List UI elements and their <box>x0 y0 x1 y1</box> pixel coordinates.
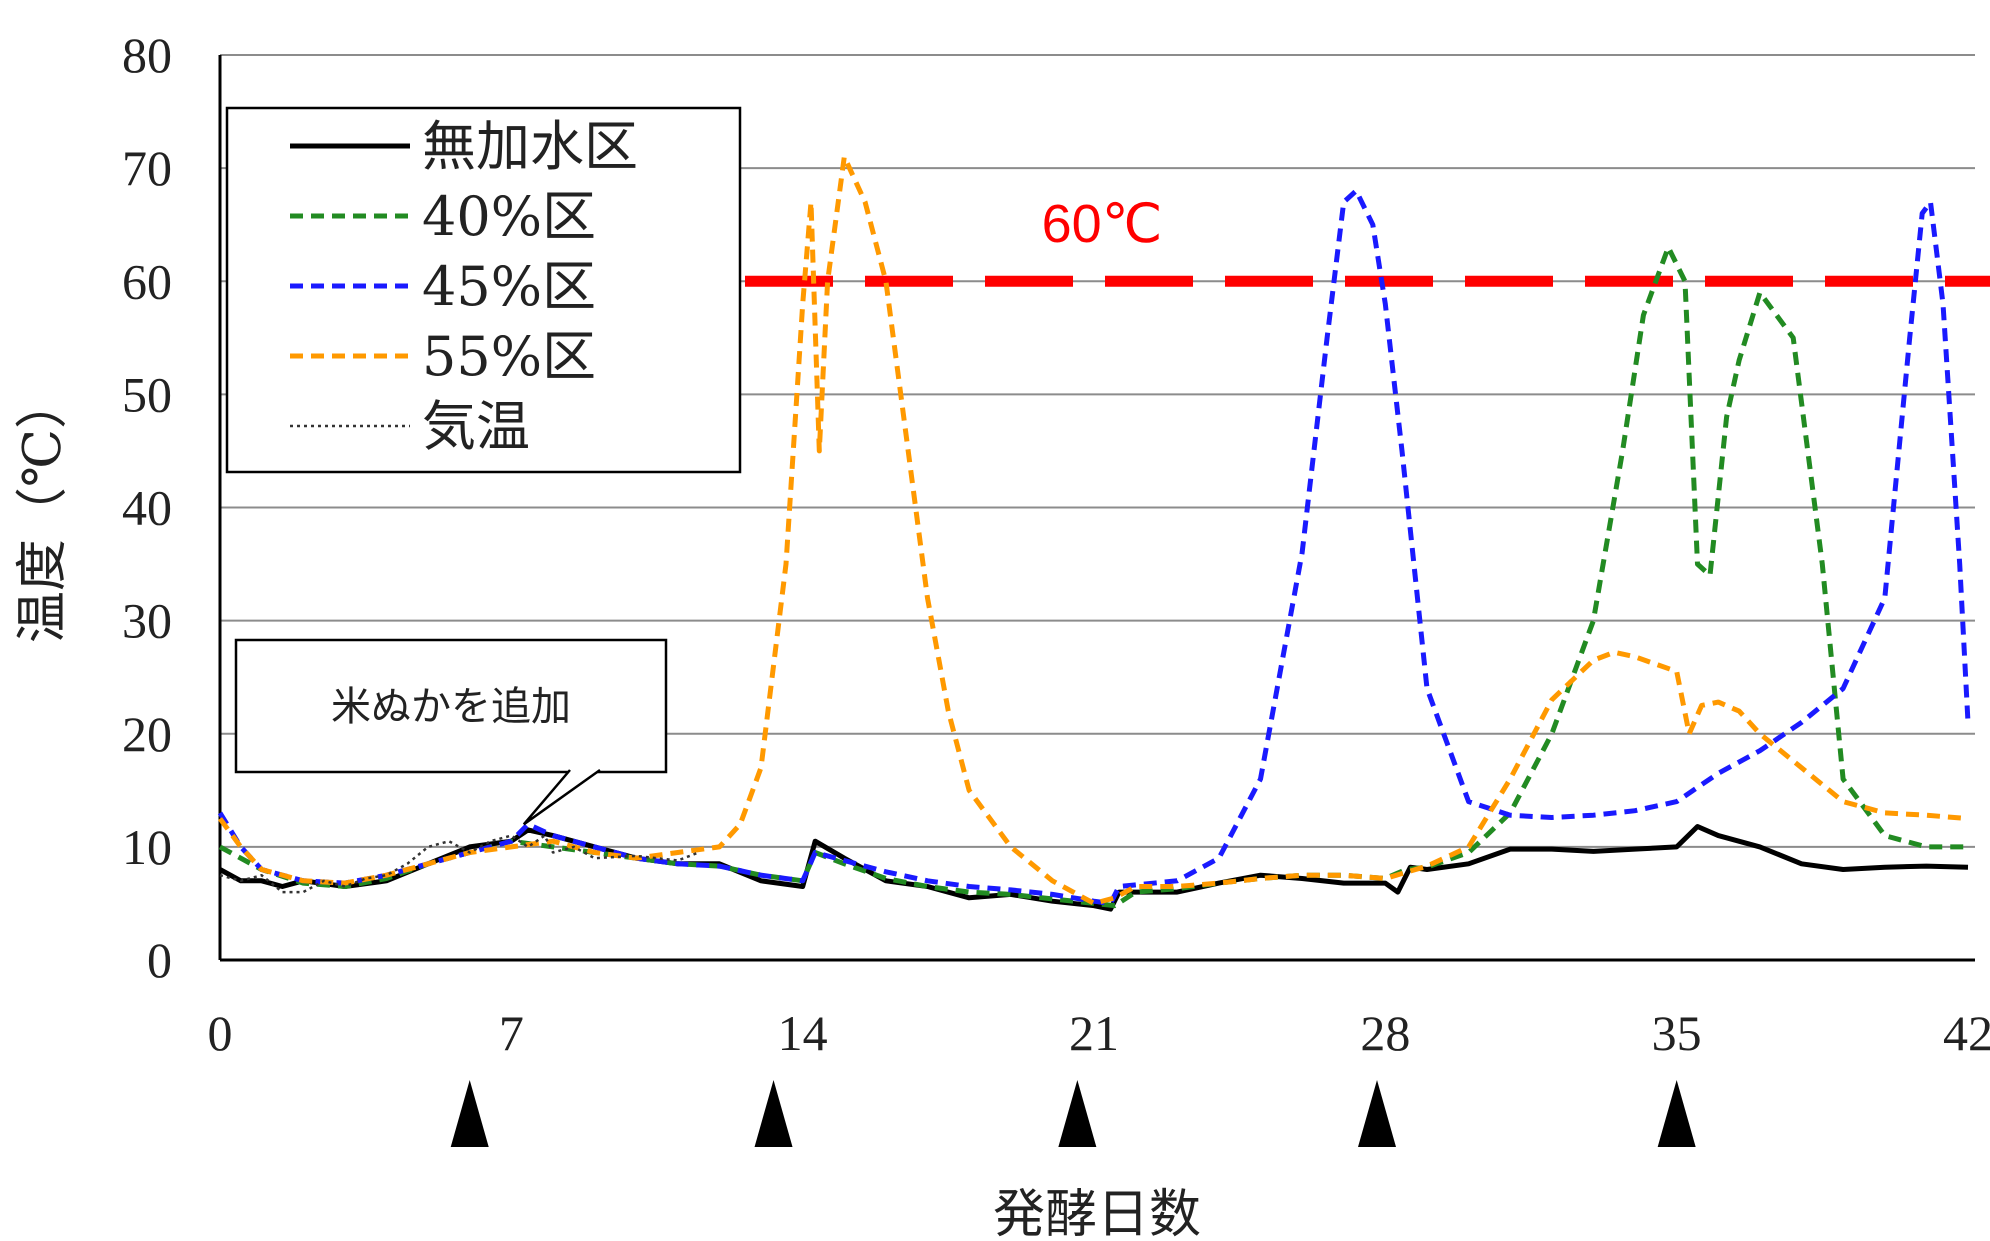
feeding-markers <box>450 1080 1696 1147</box>
y-tick-label: 70 <box>122 140 172 196</box>
x-tick-label: 0 <box>208 1005 233 1061</box>
y-tick-label: 30 <box>122 593 172 649</box>
y-tick-label: 40 <box>122 480 172 536</box>
x-tick-label: 14 <box>778 1005 828 1061</box>
y-tick-labels: 0 10 20 30 40 50 60 70 80 <box>122 27 172 988</box>
callout-pointer <box>522 768 601 826</box>
callout: 米ぬかを追加 <box>234 638 668 826</box>
callout-box <box>234 638 668 774</box>
y-tick-label: 80 <box>122 27 172 83</box>
legend-label: 無加水区 <box>422 115 638 178</box>
legend: 無加水区 40%区 45%区 55%区気温 <box>225 106 742 474</box>
series-line-5 <box>219 834 700 894</box>
threshold-label: 60℃ <box>1042 194 1163 254</box>
legend-label: 45%区 <box>422 255 596 318</box>
y-tick-label: 10 <box>122 819 172 875</box>
legend-label: 55%区 <box>422 325 596 388</box>
legend-box <box>225 106 742 474</box>
x-tick-label: 28 <box>1360 1005 1410 1061</box>
callout-text: 米ぬかを追加 <box>331 684 571 730</box>
legend-label: 気温 <box>422 395 530 458</box>
marker-triangle <box>1058 1080 1097 1147</box>
y-tick-label: 20 <box>122 706 172 762</box>
y-axis-title: 温度（℃） <box>13 377 73 643</box>
y-tick-label: 50 <box>122 366 172 422</box>
marker-triangle <box>450 1080 489 1147</box>
series-lines <box>217 154 1971 912</box>
marker-triangle <box>1657 1080 1696 1147</box>
x-tick-label: 35 <box>1652 1005 1702 1061</box>
x-tick-label: 42 <box>1943 1005 1990 1061</box>
marker-triangle <box>754 1080 793 1147</box>
y-tick-label: 60 <box>122 253 172 309</box>
y-tick-label: 0 <box>147 932 172 988</box>
legend-label: 40%区 <box>422 185 596 248</box>
x-axis-title: 発酵日数 <box>993 1185 1201 1241</box>
x-tick-label: 21 <box>1069 1005 1119 1061</box>
series-line-1 <box>218 824 1969 912</box>
x-tick-label: 7 <box>499 1005 524 1061</box>
series-line-2 <box>218 244 1968 909</box>
x-tick-labels: 0 7 14 21 28 35 42 <box>208 1005 1990 1061</box>
marker-triangle <box>1358 1080 1397 1147</box>
series-line-3 <box>217 188 1971 906</box>
